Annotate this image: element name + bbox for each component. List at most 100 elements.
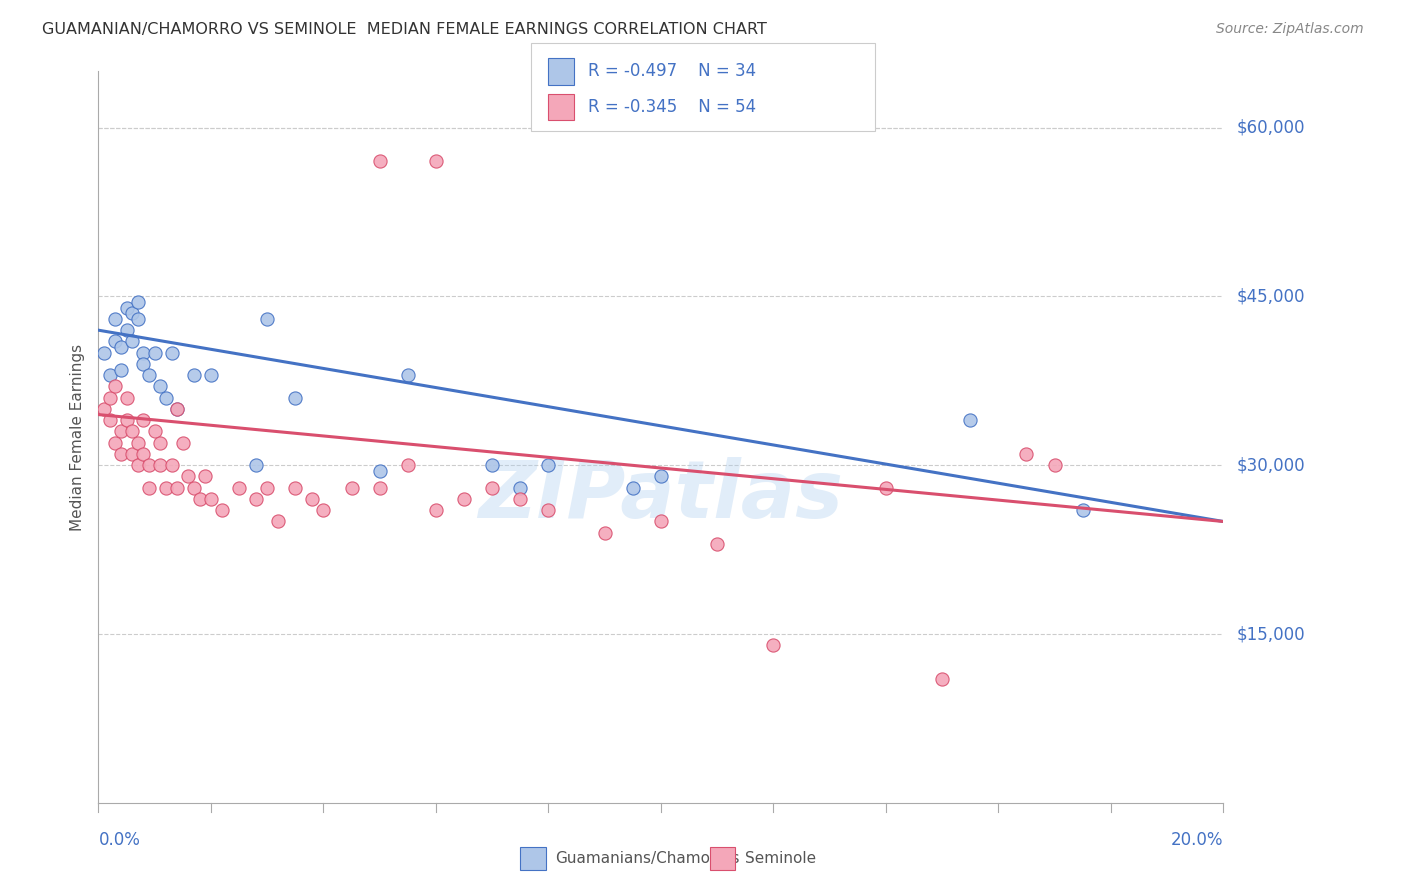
Point <box>166 481 188 495</box>
Point <box>132 447 155 461</box>
Point <box>301 491 323 506</box>
Point <box>453 491 475 506</box>
Point <box>537 458 560 473</box>
Point <box>160 345 183 359</box>
Point <box>138 481 160 495</box>
Point <box>256 481 278 495</box>
Point <box>621 481 644 495</box>
Point <box>110 447 132 461</box>
Text: ZIPatlas: ZIPatlas <box>478 457 844 534</box>
Point <box>312 503 335 517</box>
Point <box>284 481 307 495</box>
Point <box>127 295 149 310</box>
Point <box>149 458 172 473</box>
Point <box>183 368 205 383</box>
Point <box>110 425 132 439</box>
Point <box>138 368 160 383</box>
Point <box>200 368 222 383</box>
Point <box>211 503 233 517</box>
Point <box>931 672 953 686</box>
Text: $15,000: $15,000 <box>1237 625 1306 643</box>
Text: Source: ZipAtlas.com: Source: ZipAtlas.com <box>1216 22 1364 37</box>
Point <box>650 515 672 529</box>
Point <box>149 435 172 450</box>
Point <box>98 391 121 405</box>
Text: 20.0%: 20.0% <box>1171 830 1223 848</box>
Point <box>481 481 503 495</box>
Point <box>104 334 127 349</box>
Point <box>183 481 205 495</box>
Point <box>593 525 616 540</box>
Point <box>396 368 419 383</box>
Point <box>1043 458 1066 473</box>
Point <box>188 491 211 506</box>
Point <box>481 458 503 473</box>
Text: $45,000: $45,000 <box>1237 287 1306 305</box>
Point <box>98 413 121 427</box>
Point <box>127 435 149 450</box>
Text: 0.0%: 0.0% <box>98 830 141 848</box>
Point <box>267 515 290 529</box>
Point <box>110 362 132 376</box>
Point <box>110 340 132 354</box>
Point <box>425 154 447 169</box>
Point <box>132 357 155 371</box>
Point <box>121 425 143 439</box>
Point <box>104 435 127 450</box>
Point <box>650 469 672 483</box>
Point <box>959 413 981 427</box>
Point <box>340 481 363 495</box>
Point <box>245 458 267 473</box>
Point <box>172 435 194 450</box>
Point <box>1071 503 1094 517</box>
Point <box>160 458 183 473</box>
Point <box>127 458 149 473</box>
Text: Guamanians/Chamorros: Guamanians/Chamorros <box>555 851 740 866</box>
Point <box>93 401 115 416</box>
Text: R = -0.345    N = 54: R = -0.345 N = 54 <box>588 98 756 116</box>
Point <box>127 312 149 326</box>
Point <box>143 345 166 359</box>
Point <box>121 334 143 349</box>
Point <box>194 469 217 483</box>
Point <box>115 301 138 315</box>
Point <box>200 491 222 506</box>
Point <box>104 379 127 393</box>
Y-axis label: Median Female Earnings: Median Female Earnings <box>70 343 86 531</box>
Text: $30,000: $30,000 <box>1237 456 1306 475</box>
Point <box>155 391 177 405</box>
Point <box>121 447 143 461</box>
Point <box>166 401 188 416</box>
Point <box>155 481 177 495</box>
Point <box>228 481 250 495</box>
Point <box>132 413 155 427</box>
Point <box>425 503 447 517</box>
Text: $60,000: $60,000 <box>1237 119 1306 136</box>
Point <box>509 491 531 506</box>
Point <box>132 345 155 359</box>
Point <box>875 481 897 495</box>
Point <box>396 458 419 473</box>
Point <box>368 481 391 495</box>
Point <box>256 312 278 326</box>
Point <box>762 638 785 652</box>
Point <box>368 154 391 169</box>
Point <box>537 503 560 517</box>
Point <box>1015 447 1038 461</box>
Point <box>98 368 121 383</box>
Point <box>166 401 188 416</box>
Point <box>368 464 391 478</box>
Text: GUAMANIAN/CHAMORRO VS SEMINOLE  MEDIAN FEMALE EARNINGS CORRELATION CHART: GUAMANIAN/CHAMORRO VS SEMINOLE MEDIAN FE… <box>42 22 768 37</box>
Point <box>104 312 127 326</box>
Point <box>245 491 267 506</box>
Point <box>115 323 138 337</box>
Point <box>706 537 728 551</box>
Point <box>149 379 172 393</box>
Point <box>177 469 200 483</box>
Text: Seminole: Seminole <box>745 851 817 866</box>
Point <box>284 391 307 405</box>
Text: R = -0.497    N = 34: R = -0.497 N = 34 <box>588 62 756 80</box>
Point <box>509 481 531 495</box>
Point <box>93 345 115 359</box>
Point <box>121 306 143 320</box>
